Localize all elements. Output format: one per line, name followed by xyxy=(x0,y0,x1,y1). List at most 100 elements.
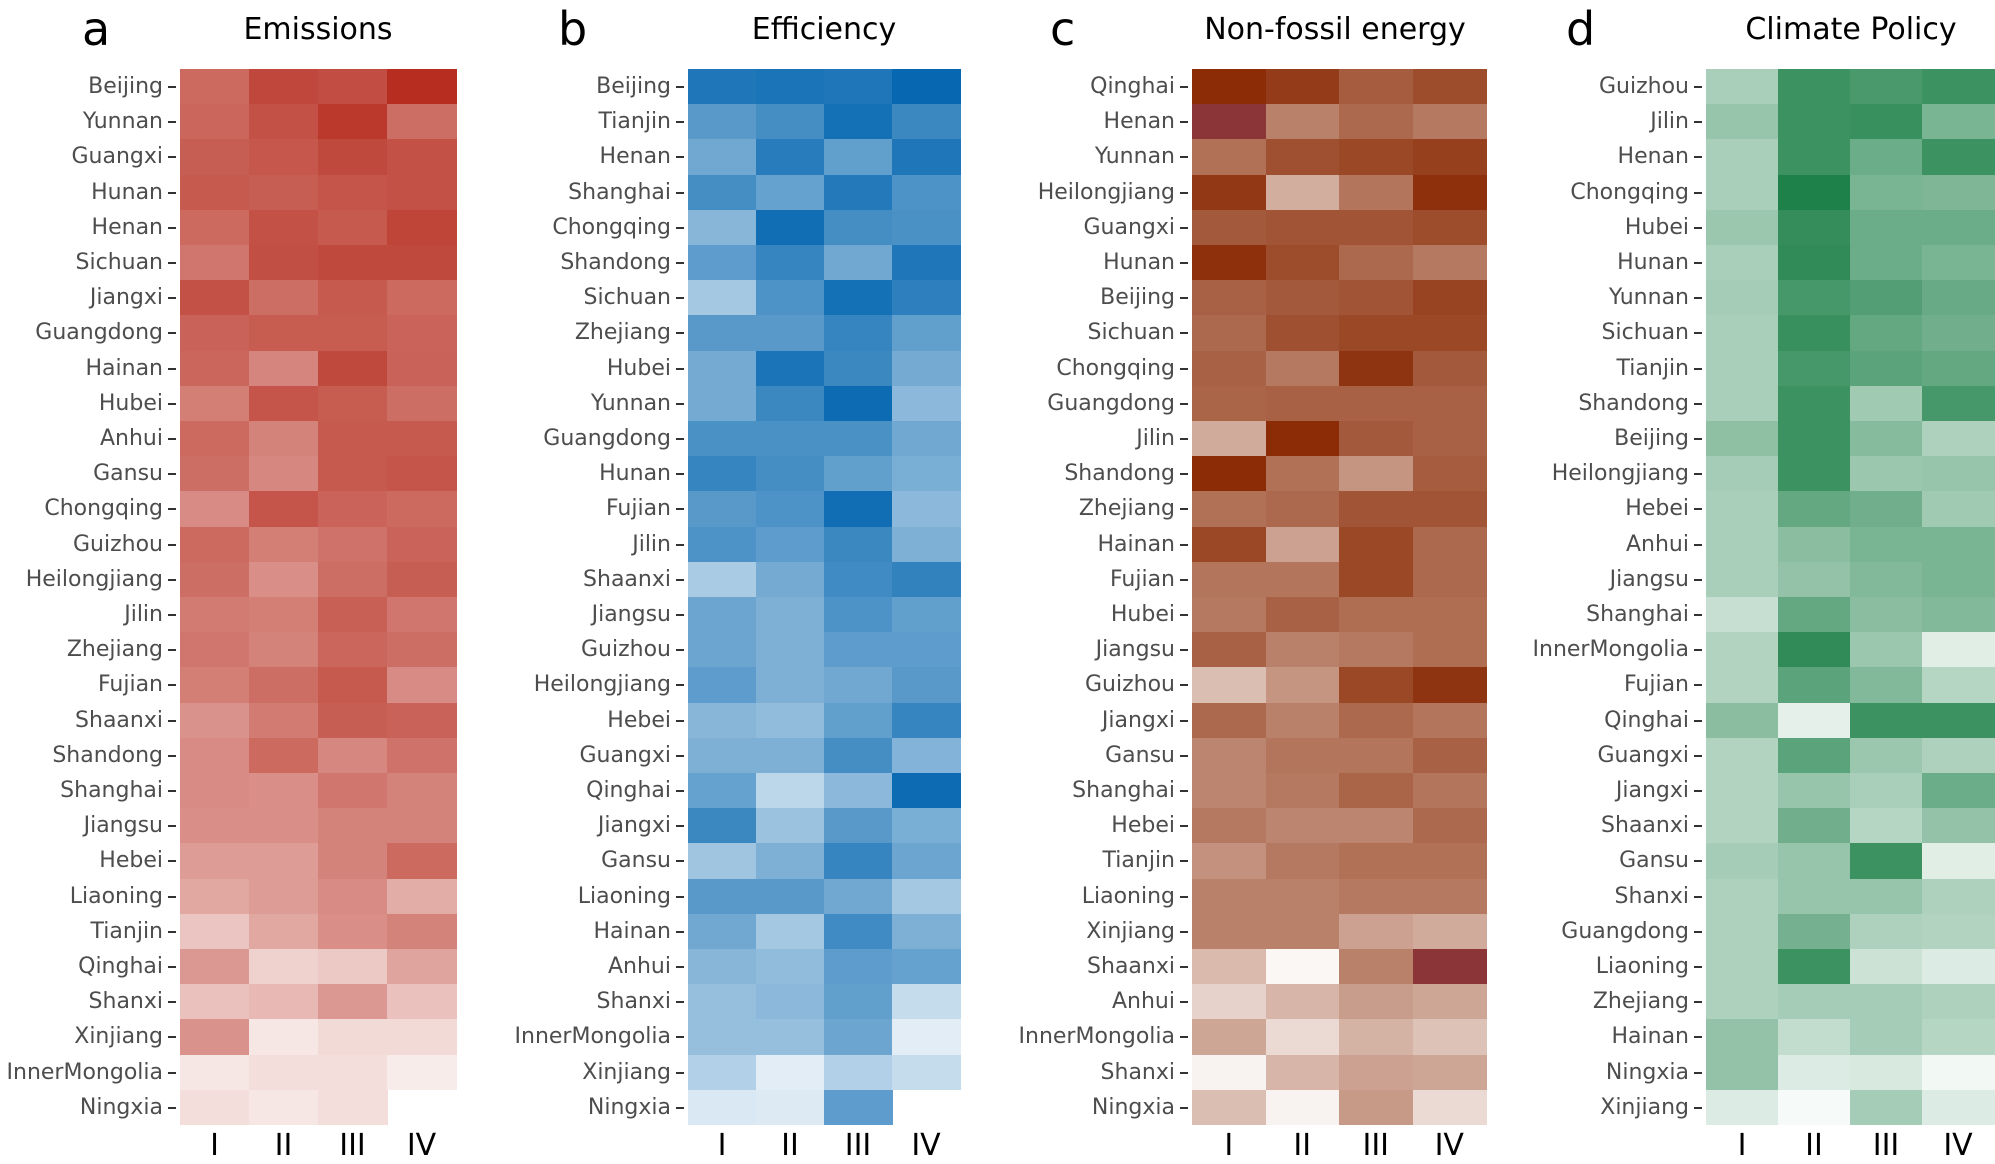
y-tick-mark xyxy=(676,684,684,687)
row-label-text: Liaoning xyxy=(1595,954,1689,979)
heatmap-cell xyxy=(180,491,250,528)
y-tick-mark xyxy=(1694,649,1702,652)
heatmap-cell xyxy=(318,491,388,528)
heatmap-cell xyxy=(1339,1054,1413,1091)
row-label-text: Hubei xyxy=(1110,602,1175,627)
y-tick-mark xyxy=(1694,262,1702,264)
heatmap-cell xyxy=(318,737,388,774)
y-tick-label: Heilongjiang xyxy=(26,562,176,597)
heatmap-cell xyxy=(1922,174,1995,211)
heatmap-cell xyxy=(1192,597,1266,633)
y-tick-mark xyxy=(676,262,684,264)
y-tick-mark xyxy=(168,86,176,88)
heatmap-cell xyxy=(756,421,825,457)
y-tick-label: Liaoning xyxy=(1596,949,1702,984)
heatmap-cell xyxy=(1922,421,1995,457)
heatmap-cell xyxy=(318,350,388,387)
heatmap-cell xyxy=(892,315,961,352)
y-tick-mark xyxy=(168,438,176,440)
heatmap-cell xyxy=(1778,913,1851,950)
heatmap-cell xyxy=(1778,315,1851,352)
row-label-text: Ningxia xyxy=(587,1094,671,1120)
y-tick-label: Jiangxi xyxy=(1616,773,1702,808)
heatmap-cell xyxy=(1778,632,1851,668)
y-tick-mark xyxy=(1180,614,1188,616)
row-label-text: Jilin xyxy=(632,531,671,557)
heatmap-cell xyxy=(1192,209,1266,246)
heatmap-cell xyxy=(180,1019,250,1056)
y-tick-label: Jiangsu xyxy=(84,808,176,843)
y-tick-mark xyxy=(1694,297,1702,300)
heatmap-cell xyxy=(1412,280,1487,316)
heatmap-cell xyxy=(1850,174,1923,211)
heatmap-cell xyxy=(1412,421,1487,457)
heatmap-cell xyxy=(1265,350,1340,387)
heatmap-cell xyxy=(1922,773,1995,809)
heatmap-cell xyxy=(1850,773,1923,809)
heatmap-cell xyxy=(318,421,388,457)
heatmap-cell xyxy=(180,174,250,211)
heatmap-cell xyxy=(1778,1089,1851,1126)
y-tick-label: InnerMongolia xyxy=(1533,632,1702,667)
heatmap-cell xyxy=(688,878,757,915)
heatmap-cell xyxy=(1778,174,1851,211)
heatmap-cell xyxy=(1339,702,1413,739)
y-tick-label: InnerMongolia xyxy=(7,1055,176,1090)
heatmap-cell xyxy=(1192,104,1266,140)
heatmap-cell xyxy=(1706,737,1779,774)
heatmap-cell xyxy=(688,280,757,316)
heatmap-cell xyxy=(892,350,961,387)
y-tick-label: Anhui xyxy=(608,949,684,984)
row-label-text: Shandong xyxy=(1064,461,1175,487)
heatmap-cell xyxy=(824,597,893,633)
heatmap-cell xyxy=(892,1019,961,1056)
heatmap-cell xyxy=(756,350,825,387)
row-label-text: Anhui xyxy=(608,954,671,979)
heatmap-grid xyxy=(1706,69,1995,1126)
heatmap-cell xyxy=(318,456,388,492)
y-tick-mark xyxy=(168,719,176,722)
heatmap-cell xyxy=(1339,245,1413,281)
heatmap-cell xyxy=(1412,878,1487,915)
y-tick-mark xyxy=(1180,262,1188,264)
y-tick-mark xyxy=(168,578,176,581)
y-tick-label: Shaanxi xyxy=(75,703,176,738)
y-tick-label: Jiangsu xyxy=(1610,562,1702,597)
heatmap-cell xyxy=(688,315,757,352)
y-tick-label: Hebei xyxy=(1111,808,1188,843)
heatmap-cell xyxy=(249,139,319,176)
heatmap-cell xyxy=(824,526,893,563)
y-tick-mark xyxy=(168,790,176,792)
heatmap-cell xyxy=(1922,1089,1995,1126)
y-tick-mark xyxy=(676,825,684,828)
heatmap-cell xyxy=(1850,456,1923,492)
y-tick-label: Jilin xyxy=(1136,421,1188,456)
heatmap-cell xyxy=(1412,104,1487,140)
heatmap-cell xyxy=(1412,561,1487,598)
y-tick-label: Hainan xyxy=(1611,1019,1702,1054)
heatmap-cell xyxy=(1339,526,1413,563)
heatmap-cell xyxy=(756,456,825,492)
y-tick-label: Hebei xyxy=(607,703,684,738)
y-tick-label: Hebei xyxy=(99,843,176,878)
heatmap-cell xyxy=(824,456,893,492)
row-label-text: Xinjiang xyxy=(1600,1094,1689,1120)
heatmap-cell xyxy=(1265,421,1340,457)
heatmap-cell xyxy=(387,808,457,844)
y-tick-mark xyxy=(168,1036,176,1039)
y-tick-label: Shanxi xyxy=(597,984,684,1019)
row-label-text: Sichuan xyxy=(75,250,163,275)
heatmap-cell xyxy=(1922,561,1995,598)
y-tick-mark xyxy=(168,860,176,863)
heatmap-cell xyxy=(1922,737,1995,774)
y-tick-mark xyxy=(676,402,684,405)
heatmap-cell xyxy=(387,245,457,281)
y-tick-mark xyxy=(1180,402,1188,405)
y-tick-mark xyxy=(676,121,684,124)
row-label-text: Guangdong xyxy=(35,320,163,346)
x-tick-label: IV xyxy=(1943,1128,1973,1163)
row-label-text: Hunan xyxy=(1103,250,1175,275)
row-label-text: InnerMongolia xyxy=(1532,637,1689,663)
heatmap-cell xyxy=(892,104,961,140)
heatmap-cell xyxy=(1265,702,1340,739)
